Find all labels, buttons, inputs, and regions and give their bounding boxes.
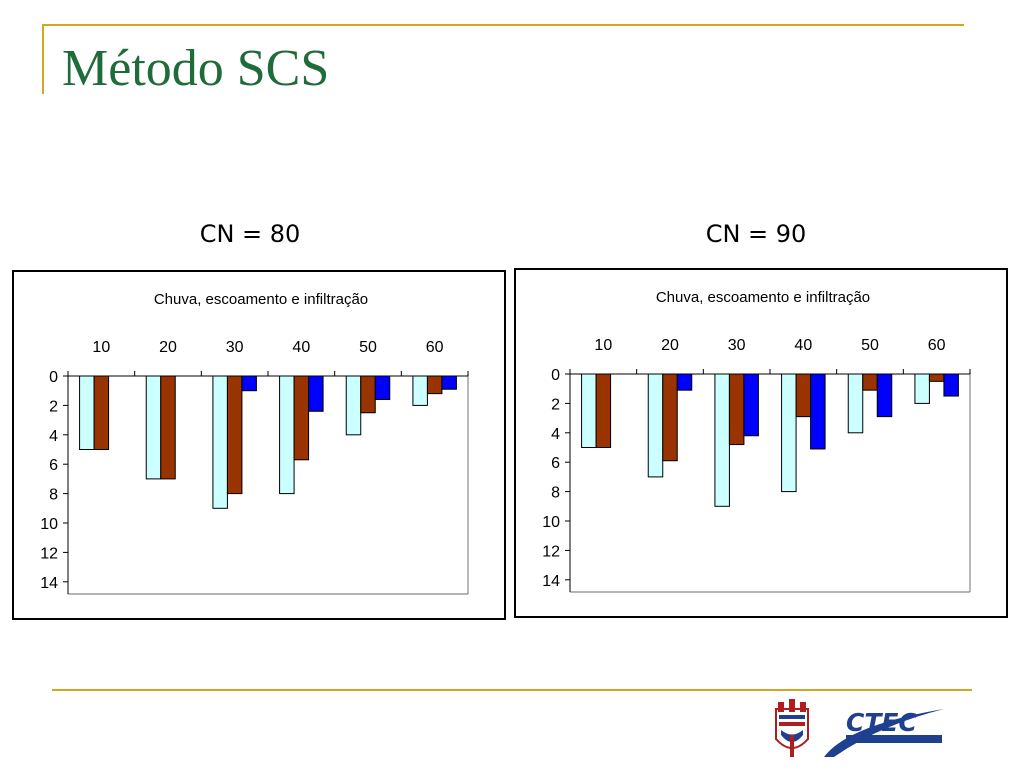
- top-accent-line: [42, 24, 964, 26]
- cn80-bar-s2-10: [93, 375, 110, 450]
- cn80-y-tick-label: 4: [49, 428, 58, 445]
- cn80-y-tick-label: 10: [40, 516, 58, 533]
- cn90-y-tick-label: 6: [551, 455, 560, 472]
- cn80-bar-s1-40: [279, 375, 295, 495]
- cn90-bar-s2-30: [728, 373, 745, 446]
- cn90-bar-s2-50: [862, 373, 878, 391]
- cn90-x-tick-label: 10: [594, 337, 612, 354]
- cn90-bar-s1-60: [914, 373, 930, 404]
- left-accent-line: [42, 24, 44, 94]
- cn80-y-tick-label: 2: [49, 398, 58, 415]
- cn90-y-tick-label: 0: [551, 367, 560, 384]
- cn90-bar-s2-60: [928, 373, 945, 382]
- cn90-bar-s3-20: [676, 373, 693, 391]
- cn90-bar-s3-60: [943, 373, 959, 397]
- cn90-x-tick-label: 20: [661, 337, 679, 354]
- cn90-y-tick-label: 2: [551, 396, 560, 413]
- cn80-bar-s3-30: [241, 375, 257, 392]
- cn80-y-tick-label: 6: [49, 457, 58, 474]
- cn90-bar-s2-40: [795, 373, 812, 418]
- cn80-x-tick-label: 40: [292, 339, 310, 356]
- cn80-y-tick-label: 12: [40, 545, 58, 562]
- chart-cn80: Chuva, escoamento e infiltração 0 2 4 6 8 10 12…: [12, 270, 506, 620]
- cn80-bar-s1-50: [345, 375, 362, 436]
- cn80-bar-s1-30: [212, 375, 228, 509]
- cn80-x-tick-label: 30: [226, 339, 244, 356]
- cn80-bar-s2-20: [160, 375, 176, 480]
- cn90-bar-s2-10: [595, 373, 612, 448]
- cn90-bar-s1-50: [847, 373, 864, 434]
- cn90-x-tick-label: 60: [928, 337, 946, 354]
- bottom-accent-line: [52, 689, 972, 691]
- cn80-bar-s2-40: [293, 375, 310, 461]
- cn90-bar-s2-20: [662, 373, 678, 462]
- cn80-y-tick-label: 0: [49, 369, 58, 386]
- cn90-bar-s1-40: [781, 373, 797, 493]
- cn90-bar-s3-50: [876, 373, 893, 418]
- chart-cn90-svg: Chuva, escoamento e infiltração 0 2 4 6 8 10 12…: [542, 289, 971, 593]
- cn90-y-tick-label: 12: [542, 543, 560, 560]
- cn80-bar-s3-50: [374, 375, 391, 401]
- cn80-y-tick-label: 8: [49, 487, 58, 504]
- chart-heading-cn80: CN = 80: [199, 220, 301, 248]
- cn90-y-tick-label: 14: [542, 573, 560, 590]
- cn80-bar-s3-60: [441, 375, 457, 390]
- cn90-y-tick-label: 8: [551, 485, 560, 502]
- chart-heading-cn90: CN = 90: [705, 220, 807, 248]
- cn80-x-tick-label: 60: [426, 339, 444, 356]
- cn90-bar-s1-10: [581, 373, 597, 448]
- cn90-bar-s1-20: [647, 373, 664, 478]
- cn80-x-tick-label: 10: [92, 339, 110, 356]
- chart-cn80-svg: Chuva, escoamento e infiltração 0 2 4 6 8 10 12…: [40, 291, 469, 595]
- cn80-bar-s3-40: [308, 375, 324, 412]
- cn80-bar-s1-10: [79, 375, 95, 450]
- ctec-logo-icon: CTEC: [824, 708, 944, 757]
- cn90-bar-s3-40: [810, 373, 826, 450]
- chart-cn90: Chuva, escoamento e infiltração 0 2 4 6 8 10 12…: [514, 268, 1008, 618]
- cn90-x-tick-label: 50: [861, 337, 879, 354]
- cn90-x-tick-label: 30: [728, 337, 746, 354]
- cn90-x-tick-label: 40: [794, 337, 812, 354]
- cn90-bar-s1-30: [714, 373, 730, 507]
- ufal-crest-icon: [775, 699, 809, 757]
- cn80-bar-s1-60: [412, 375, 428, 406]
- cn80-bar-s2-30: [226, 375, 243, 495]
- svg-text:CTEC: CTEC: [846, 708, 917, 737]
- cn90-y-tick-label: 10: [542, 514, 560, 531]
- cn80-bar-s2-50: [360, 375, 376, 414]
- slide-title: Método SCS: [62, 40, 330, 97]
- footer-logos: CTEC: [775, 699, 944, 757]
- cn80-title: Chuva, escoamento e infiltração: [154, 291, 368, 308]
- cn80-bar-s1-20: [145, 375, 162, 480]
- cn80-y-tick-label: 14: [40, 575, 58, 592]
- cn80-x-tick-label: 20: [159, 339, 177, 356]
- cn80-bar-s2-60: [426, 375, 443, 395]
- cn90-bar-s3-30: [743, 373, 759, 437]
- cn90-y-tick-label: 4: [551, 426, 560, 443]
- cn90-title: Chuva, escoamento e infiltração: [656, 289, 870, 306]
- cn80-x-tick-label: 50: [359, 339, 377, 356]
